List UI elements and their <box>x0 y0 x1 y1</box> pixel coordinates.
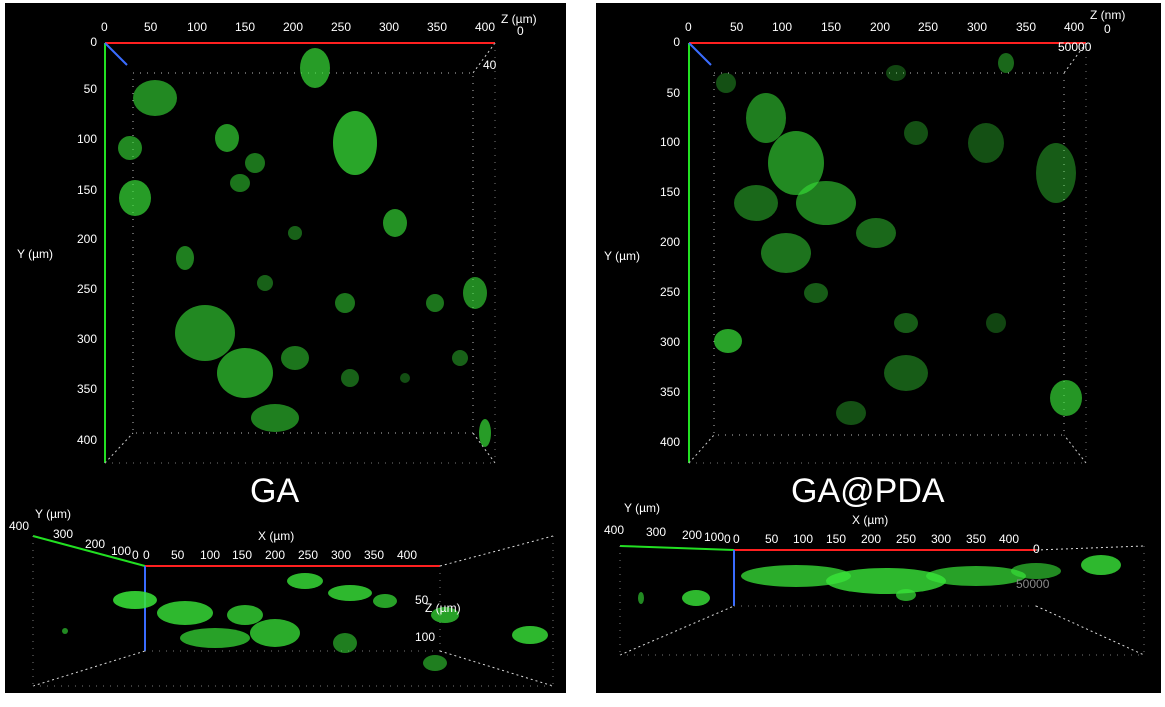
side-x-tick: 400 <box>397 548 418 562</box>
x-tick: 350 <box>427 20 448 34</box>
y-axis-label: Y (µm) <box>604 249 641 263</box>
x-tick: 250 <box>331 20 352 34</box>
y-tick: 200 <box>659 235 680 249</box>
side-z-tick: 50000 <box>1016 577 1050 591</box>
y-tick: 400 <box>659 435 680 449</box>
side-y-axis-label: Y (µm) <box>35 507 72 521</box>
side-x-tick: 200 <box>265 548 286 562</box>
side-y-tick: 300 <box>53 527 74 541</box>
side-y-tick: 200 <box>682 528 703 542</box>
side-x-tick: 300 <box>331 548 352 562</box>
side-x-tick: 200 <box>861 532 882 546</box>
x-tick: 100 <box>187 20 208 34</box>
x-tick: 150 <box>235 20 256 34</box>
x-tick: 400 <box>1064 20 1085 34</box>
x-tick: 300 <box>967 20 988 34</box>
side-z-tick: 0 <box>1033 542 1040 556</box>
side-x-tick: 100 <box>200 548 221 562</box>
side-x-tick: 0 <box>733 532 740 546</box>
x-tick: 0 <box>685 20 692 34</box>
y-axis-label: Y (µm) <box>17 247 54 261</box>
y-tick: 250 <box>76 282 97 296</box>
x-tick: 350 <box>1016 20 1037 34</box>
side-x-tick: 250 <box>298 548 319 562</box>
x-tick: 50 <box>144 20 158 34</box>
x-tick: 400 <box>475 20 496 34</box>
x-tick: 50 <box>730 20 744 34</box>
y-tick: 400 <box>76 433 97 447</box>
z-axis-label: Z (µm) <box>501 12 537 26</box>
y-tick: 150 <box>76 183 97 197</box>
x-tick: 150 <box>821 20 842 34</box>
side-y-tick: 100 <box>704 530 725 544</box>
ga-caption: GA <box>250 472 300 510</box>
y-tick: 50 <box>666 86 680 100</box>
side-z-axis-label: Z (µm) <box>425 601 461 615</box>
side-x-tick: 50 <box>171 548 185 562</box>
y-tick: 150 <box>659 185 680 199</box>
side-y-tick: 200 <box>85 537 106 551</box>
x-tick: 200 <box>870 20 891 34</box>
side-x-axis-label: X (µm) <box>852 513 889 527</box>
side-y-tick: 300 <box>646 525 667 539</box>
side-x-tick: 50 <box>765 532 779 546</box>
x-tick: 0 <box>101 20 108 34</box>
y-tick: 350 <box>76 382 97 396</box>
ga-side-view-render <box>32 535 554 687</box>
x-tick: 200 <box>283 20 304 34</box>
z-tick: 0 <box>517 24 524 38</box>
side-x-tick: 350 <box>364 548 385 562</box>
ga-pda-caption: GA@PDA <box>791 472 945 510</box>
ga-panel: 0 50 100 150 200 250 300 350 400 Z (µm) … <box>5 3 566 693</box>
x-tick: 100 <box>772 20 793 34</box>
ga-pda-top-view-render <box>688 42 1087 464</box>
y-tick: 0 <box>673 35 680 49</box>
z-tick: 40 <box>483 58 497 72</box>
side-x-tick: 100 <box>793 532 814 546</box>
y-tick: 100 <box>659 135 680 149</box>
side-x-tick: 400 <box>999 532 1020 546</box>
ga-pda-panel: 0 50 100 150 200 250 300 350 400 Z (nm) … <box>596 3 1161 693</box>
y-tick: 0 <box>90 35 97 49</box>
side-y-tick: 0 <box>724 532 731 546</box>
y-tick: 350 <box>659 385 680 399</box>
y-tick: 300 <box>659 335 680 349</box>
side-y-tick: 100 <box>111 544 132 558</box>
side-x-tick: 350 <box>966 532 987 546</box>
side-y-tick: 400 <box>9 519 30 533</box>
ga-pda-side-view-render <box>619 545 1145 656</box>
side-x-tick: 150 <box>826 532 847 546</box>
side-y-tick: 400 <box>604 523 625 537</box>
side-x-tick: 300 <box>931 532 952 546</box>
side-x-tick: 0 <box>143 548 150 562</box>
side-x-tick: 250 <box>896 532 917 546</box>
z-tick: 50000 <box>1058 40 1092 54</box>
y-tick: 200 <box>76 232 97 246</box>
y-tick: 100 <box>76 132 97 146</box>
x-tick: 300 <box>379 20 400 34</box>
z-tick: 0 <box>1104 22 1111 36</box>
y-tick: 50 <box>83 82 97 96</box>
side-x-axis-label: X (µm) <box>258 529 295 543</box>
x-tick: 250 <box>918 20 939 34</box>
ga-top-view-render <box>104 42 496 464</box>
side-y-tick: 0 <box>132 548 139 562</box>
side-z-tick: 100 <box>415 630 436 644</box>
z-axis-label: Z (nm) <box>1090 8 1126 22</box>
side-y-axis-label: Y (µm) <box>624 501 661 515</box>
side-z-tick: 50 <box>415 593 429 607</box>
y-tick: 250 <box>659 285 680 299</box>
y-tick: 300 <box>76 332 97 346</box>
side-x-tick: 150 <box>232 548 253 562</box>
